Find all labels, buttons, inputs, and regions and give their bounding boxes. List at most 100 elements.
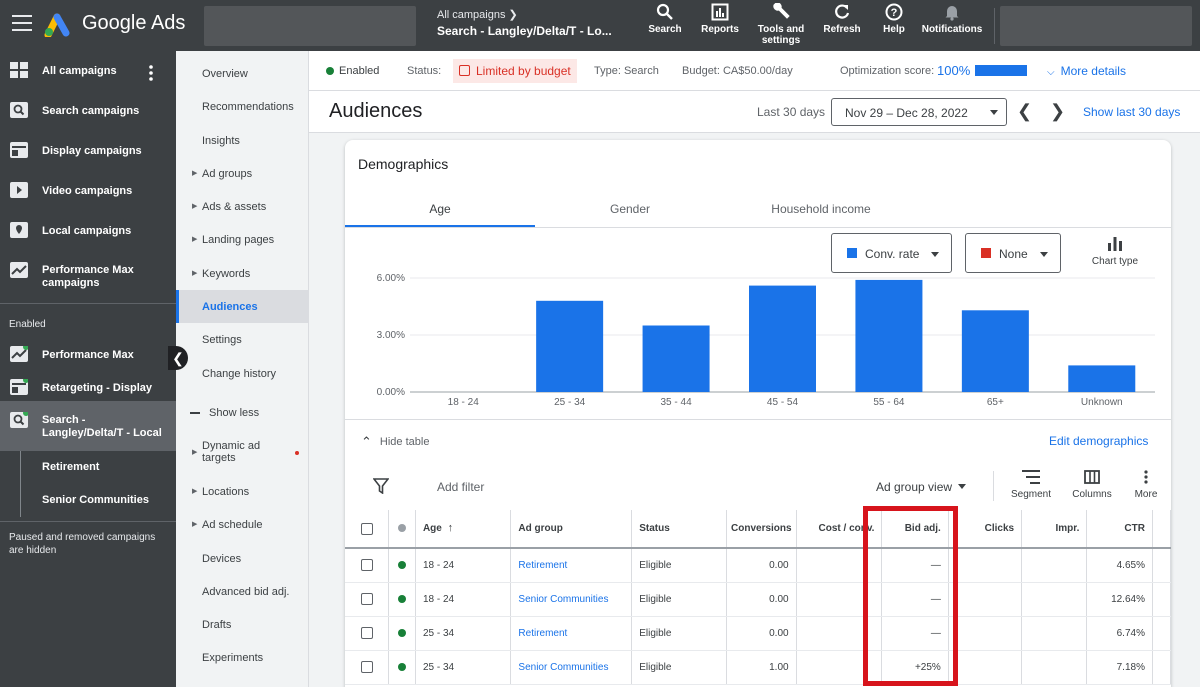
tools-settings-button[interactable]: Tools and settings xyxy=(752,3,810,46)
page-menu-item-keywords[interactable]: ▶ Keywords xyxy=(192,268,251,280)
page-menu-item-experiments[interactable]: Experiments xyxy=(202,652,264,664)
page-menu-item-settings[interactable]: Settings xyxy=(202,334,242,346)
reports-button[interactable]: Reports xyxy=(699,3,741,35)
help-button[interactable]: ? Help xyxy=(880,3,908,35)
account-selector[interactable] xyxy=(204,6,416,46)
select-all-checkbox[interactable] xyxy=(345,510,390,549)
page-menu-item-recommendations[interactable]: Recommendations xyxy=(202,101,294,113)
page-menu-item-landing-pages[interactable]: ▶ Landing pages xyxy=(192,234,275,246)
page-menu-item-insights[interactable]: Insights xyxy=(202,135,240,147)
chart-type-button[interactable]: Chart type xyxy=(1087,237,1143,267)
sidebar-item-search-campaigns[interactable]: Search campaigns xyxy=(0,91,176,131)
table-row[interactable]: 18 - 24 Retirement Eligible 0.00 — 4.65% xyxy=(345,548,1171,583)
cell-bid-adj[interactable]: — xyxy=(881,616,949,651)
refresh-button[interactable]: Refresh xyxy=(822,3,862,35)
columns-button[interactable]: Columns xyxy=(1067,470,1117,500)
page-menu-item-ad-schedule[interactable]: ▶ Ad schedule xyxy=(192,519,263,531)
collapse-sidebar-button[interactable]: ❮ xyxy=(168,346,188,370)
brand-name[interactable]: Google Ads xyxy=(82,12,186,34)
column-header-cost-per-conv[interactable]: Cost / conv. xyxy=(796,510,883,549)
table-row[interactable]: 25 - 34 Retirement Eligible 0.00 — 6.74% xyxy=(345,616,1171,651)
page-menu-item-ad-groups[interactable]: ▶ Ad groups xyxy=(192,168,253,180)
tab-household-income[interactable]: Household income xyxy=(771,202,871,216)
hide-table-toggle[interactable]: ⌃ Hide table xyxy=(361,434,430,449)
filter-icon[interactable] xyxy=(373,478,389,494)
chart-bar[interactable] xyxy=(642,325,710,393)
menu-icon[interactable] xyxy=(12,15,32,33)
table-row[interactable]: 18 - 24 Senior Communities Eligible 0.00… xyxy=(345,582,1171,617)
user-account-area[interactable] xyxy=(1000,6,1192,46)
column-header-conversions[interactable]: Conversions xyxy=(726,510,797,549)
chart-bar[interactable] xyxy=(961,310,1029,392)
add-filter-button[interactable]: Add filter xyxy=(437,480,485,494)
chart-bar[interactable] xyxy=(1068,365,1136,392)
row-checkbox[interactable] xyxy=(345,582,390,617)
sidebar-campaign-performance-max[interactable]: Performance Max xyxy=(0,335,176,375)
segment-button[interactable]: Segment xyxy=(1007,470,1055,500)
cell-ad-group-link[interactable]: Retirement xyxy=(510,548,633,583)
page-menu-item-dynamic-ad-targets[interactable]: ▶ Dynamic ad targets xyxy=(176,434,309,472)
chart-bar[interactable] xyxy=(855,279,923,392)
page-menu-item-locations[interactable]: ▶ Locations xyxy=(192,486,250,498)
cell-bid-adj[interactable]: +25% xyxy=(881,650,949,685)
more-details-toggle[interactable]: ⌵ More details xyxy=(1047,64,1126,78)
breadcrumb-current[interactable]: Search - Langley/Delta/T - Lo... xyxy=(437,24,612,38)
page-menu-item-ads-assets[interactable]: ▶ Ads & assets xyxy=(192,201,267,213)
cell-ad-group-link[interactable]: Senior Communities xyxy=(510,582,633,617)
column-header-ctr[interactable]: CTR xyxy=(1086,510,1153,549)
column-header-ad-group[interactable]: Ad group xyxy=(510,510,633,549)
page-menu-item-advanced-bid-adj[interactable]: Advanced bid adj. xyxy=(202,586,290,598)
table-row[interactable]: 25 - 34 Senior Communities Eligible 1.00… xyxy=(345,650,1171,685)
sidebar-item-all-campaigns[interactable]: All campaigns xyxy=(0,51,176,91)
checkbox-icon xyxy=(360,593,373,605)
row-checkbox[interactable] xyxy=(345,616,390,651)
sidebar-adgroup-senior-communities[interactable]: Senior Communities xyxy=(20,484,176,517)
tab-gender[interactable]: Gender xyxy=(609,202,651,216)
sidebar-item-local-campaigns[interactable]: Local campaigns xyxy=(0,211,176,251)
column-header-status[interactable]: Status xyxy=(631,510,728,549)
sidebar-campaign-retargeting-display[interactable]: Retargeting - Display xyxy=(0,368,176,408)
row-checkbox[interactable] xyxy=(345,548,390,583)
search-button[interactable]: Search xyxy=(648,3,682,35)
column-header-clicks[interactable]: Clicks xyxy=(948,510,1023,549)
page-menu-item-audiences[interactable]: Audiences xyxy=(176,290,309,323)
page-menu-item-devices[interactable]: Devices xyxy=(202,553,242,565)
show-less-toggle[interactable]: Show less xyxy=(176,396,309,429)
tab-age[interactable]: Age xyxy=(429,202,451,216)
breadcrumb-parent[interactable]: All campaigns xyxy=(437,9,506,21)
column-header-age[interactable]: Age ↑ xyxy=(415,510,512,549)
column-header-bid-adj[interactable]: Bid adj. xyxy=(881,510,949,549)
previous-period-button[interactable]: ❮ xyxy=(1017,101,1032,121)
campaign-budget[interactable]: Budget: CA$50.00/day xyxy=(682,65,793,77)
optimization-score-value[interactable]: 100% xyxy=(937,63,971,78)
metric-selector-secondary[interactable]: None xyxy=(965,233,1061,273)
cell-bid-adj[interactable]: — xyxy=(881,582,949,617)
page-menu-item-overview[interactable]: Overview xyxy=(202,68,248,80)
notifications-button[interactable]: Notifications xyxy=(920,3,984,35)
chart-bar[interactable] xyxy=(749,285,816,392)
row-checkbox[interactable] xyxy=(345,650,390,685)
sidebar-campaign-search-langley[interactable]: Search - Langley/Delta/T - Local xyxy=(0,401,176,451)
next-period-button[interactable]: ❯ xyxy=(1050,101,1065,121)
metric-selector-primary[interactable]: Conv. rate xyxy=(831,233,952,273)
more-vert-icon[interactable] xyxy=(149,65,153,81)
ad-group-view-dropdown[interactable]: Ad group view xyxy=(876,480,967,494)
cell-bid-adj[interactable]: — xyxy=(881,548,949,583)
column-header-impr[interactable]: Impr. xyxy=(1021,510,1088,549)
sidebar-item-performance-max-campaigns[interactable]: Performance Max campaigns xyxy=(0,251,176,303)
campaign-enabled-status[interactable]: Enabled xyxy=(326,65,379,77)
breadcrumb[interactable]: All campaigns ❯ Search - Langley/Delta/T… xyxy=(437,8,612,38)
sidebar-item-display-campaigns[interactable]: Display campaigns xyxy=(0,131,176,171)
edit-demographics-link[interactable]: Edit demographics xyxy=(1049,434,1149,448)
sidebar-item-video-campaigns[interactable]: Video campaigns xyxy=(0,171,176,211)
page-menu-item-change-history[interactable]: Change history xyxy=(202,368,276,380)
date-range-picker[interactable]: Nov 29 – Dec 28, 2022 xyxy=(831,98,1007,126)
cell-ad-group-link[interactable]: Retirement xyxy=(510,616,633,651)
sidebar-adgroup-retirement[interactable]: Retirement xyxy=(20,451,176,484)
chart-bar[interactable] xyxy=(536,300,604,392)
cell-ad-group-link[interactable]: Senior Communities xyxy=(510,650,633,685)
limited-by-budget-badge[interactable]: Limited by budget xyxy=(453,59,577,83)
page-menu-item-drafts[interactable]: Drafts xyxy=(202,619,232,631)
more-options-button[interactable]: More xyxy=(1131,470,1161,500)
show-last-30-days-link[interactable]: Show last 30 days xyxy=(1083,105,1181,119)
